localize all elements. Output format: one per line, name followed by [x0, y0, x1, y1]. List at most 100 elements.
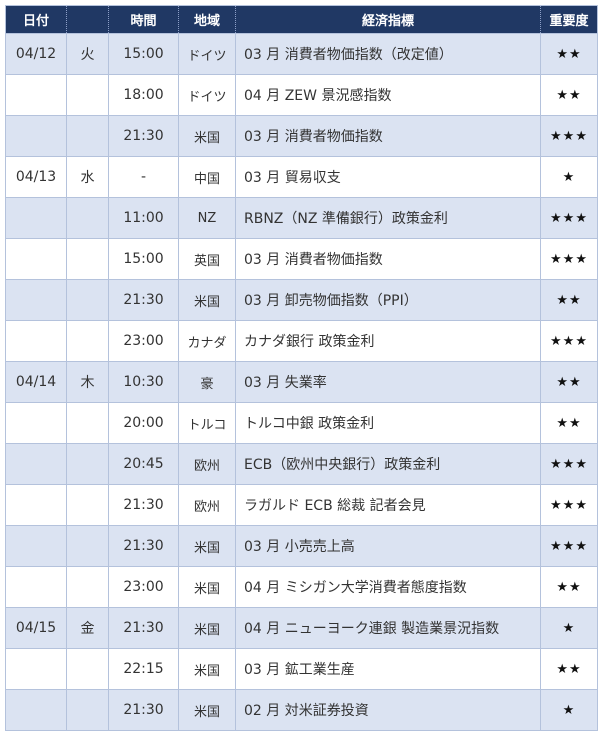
indicator-cell: 03 月 卸売物価指数（PPI） [235, 279, 541, 321]
date-cell: 04/15 [5, 607, 67, 649]
indicator-cell: ラガルド ECB 総裁 記者会見 [235, 484, 541, 526]
date-cell [5, 320, 67, 362]
indicator-cell: 02 月 対米証券投資 [235, 689, 541, 731]
indicator-cell: 03 月 鉱工業生産 [235, 648, 541, 690]
indicator-cell: 03 月 貿易収支 [235, 156, 541, 198]
header-region: 地域 [178, 5, 236, 34]
importance-stars: ★★ [540, 648, 598, 690]
table-row: 21:30 米国 03 月 消費者物価指数 ★★★ [5, 115, 598, 157]
date-cell [5, 689, 67, 731]
date-cell [5, 402, 67, 444]
region-cell: 豪 [178, 361, 236, 403]
time-cell: 20:00 [108, 402, 179, 444]
table-row: 04/12 火 15:00 ドイツ 03 月 消費者物価指数（改定値） ★★ [5, 33, 598, 75]
table-row: 21:30 米国 02 月 対米証券投資 ★ [5, 689, 598, 731]
table-row: 15:00 英国 03 月 消費者物価指数 ★★★ [5, 238, 598, 280]
time-cell: 23:00 [108, 320, 179, 362]
table-row: 04/15 金 21:30 米国 04 月 ニューヨーク連銀 製造業景況指数 ★ [5, 607, 598, 649]
time-cell: 23:00 [108, 566, 179, 608]
time-cell: 15:00 [108, 33, 179, 75]
importance-stars: ★★ [540, 566, 598, 608]
region-cell: ドイツ [178, 33, 236, 75]
importance-stars: ★★ [540, 402, 598, 444]
date-cell: 04/12 [5, 33, 67, 75]
importance-stars: ★★ [540, 74, 598, 116]
day-cell [66, 74, 109, 116]
header-day [66, 5, 109, 34]
region-cell: 米国 [178, 689, 236, 731]
day-cell [66, 484, 109, 526]
day-cell [66, 525, 109, 567]
importance-stars: ★★★ [540, 320, 598, 362]
table-row: 21:30 欧州 ラガルド ECB 総裁 記者会見 ★★★ [5, 484, 598, 526]
region-cell: 米国 [178, 525, 236, 567]
time-cell: 21:30 [108, 115, 179, 157]
indicator-cell: 03 月 失業率 [235, 361, 541, 403]
day-cell [66, 648, 109, 690]
header-importance: 重要度 [540, 5, 598, 34]
day-cell [66, 238, 109, 280]
time-cell: 21:30 [108, 484, 179, 526]
indicator-cell: 03 月 消費者物価指数（改定値） [235, 33, 541, 75]
table-row: 22:15 米国 03 月 鉱工業生産 ★★ [5, 648, 598, 690]
date-cell [5, 279, 67, 321]
region-cell: 欧州 [178, 484, 236, 526]
indicator-cell: 04 月 ZEW 景況感指数 [235, 74, 541, 116]
day-cell [66, 689, 109, 731]
date-cell [5, 648, 67, 690]
time-cell: 15:00 [108, 238, 179, 280]
day-cell [66, 320, 109, 362]
table-row: 04/13 水 - 中国 03 月 貿易収支 ★ [5, 156, 598, 198]
time-cell: 21:30 [108, 279, 179, 321]
time-cell: 21:30 [108, 607, 179, 649]
importance-stars: ★★ [540, 279, 598, 321]
indicator-cell: 03 月 小売売上高 [235, 525, 541, 567]
importance-stars: ★★★ [540, 238, 598, 280]
importance-stars: ★★★ [540, 115, 598, 157]
importance-stars: ★★★ [540, 525, 598, 567]
indicator-cell: 04 月 ミシガン大学消費者態度指数 [235, 566, 541, 608]
day-cell: 水 [66, 156, 109, 198]
table-row: 23:00 米国 04 月 ミシガン大学消費者態度指数 ★★ [5, 566, 598, 608]
indicator-cell: RBNZ（NZ 準備銀行）政策金利 [235, 197, 541, 239]
table-row: 21:30 米国 03 月 卸売物価指数（PPI） ★★ [5, 279, 598, 321]
region-cell: 米国 [178, 607, 236, 649]
region-cell: NZ [178, 197, 236, 239]
table-row: 23:00 カナダ カナダ銀行 政策金利 ★★★ [5, 320, 598, 362]
indicator-cell: 04 月 ニューヨーク連銀 製造業景況指数 [235, 607, 541, 649]
time-cell: 18:00 [108, 74, 179, 116]
time-cell: - [108, 156, 179, 198]
indicator-cell: トルコ中銀 政策金利 [235, 402, 541, 444]
date-cell [5, 197, 67, 239]
importance-stars: ★★ [540, 33, 598, 75]
time-cell: 10:30 [108, 361, 179, 403]
region-cell: 米国 [178, 115, 236, 157]
header-row: 日付 時間 地域 経済指標 重要度 [5, 5, 598, 34]
day-cell [66, 197, 109, 239]
time-cell: 20:45 [108, 443, 179, 485]
table-row: 04/14 木 10:30 豪 03 月 失業率 ★★ [5, 361, 598, 403]
day-cell: 木 [66, 361, 109, 403]
day-cell [66, 443, 109, 485]
header-indicator: 経済指標 [235, 5, 541, 34]
region-cell: 米国 [178, 648, 236, 690]
region-cell: トルコ [178, 402, 236, 444]
date-cell [5, 238, 67, 280]
importance-stars: ★ [540, 156, 598, 198]
header-date: 日付 [5, 5, 67, 34]
table-row: 20:45 欧州 ECB（欧州中央銀行）政策金利 ★★★ [5, 443, 598, 485]
importance-stars: ★ [540, 689, 598, 731]
day-cell: 火 [66, 33, 109, 75]
date-cell [5, 443, 67, 485]
region-cell: 米国 [178, 279, 236, 321]
date-cell: 04/13 [5, 156, 67, 198]
date-cell [5, 115, 67, 157]
table-row: 20:00 トルコ トルコ中銀 政策金利 ★★ [5, 402, 598, 444]
day-cell [66, 566, 109, 608]
region-cell: 英国 [178, 238, 236, 280]
importance-stars: ★ [540, 607, 598, 649]
region-cell: 中国 [178, 156, 236, 198]
date-cell [5, 74, 67, 116]
time-cell: 21:30 [108, 525, 179, 567]
date-cell: 04/14 [5, 361, 67, 403]
